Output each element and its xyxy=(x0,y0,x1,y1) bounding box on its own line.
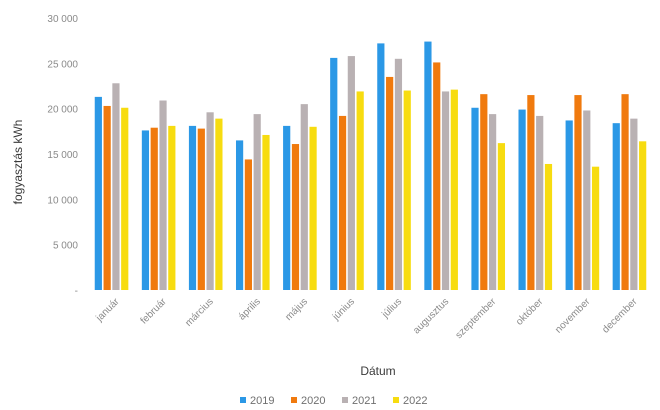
bar-2020-3 xyxy=(244,159,252,290)
y-tick-label: 15 000 xyxy=(47,150,78,161)
legend-swatch-2022 xyxy=(393,397,399,403)
bar-2021-1 xyxy=(159,100,167,290)
bar-2020-9 xyxy=(527,95,535,290)
bar-2022-11 xyxy=(639,141,647,290)
bar-2021-8 xyxy=(489,114,497,290)
x-tick-label: február xyxy=(139,296,170,327)
bar-2019-1 xyxy=(141,130,150,290)
bar-2019-6 xyxy=(377,43,385,290)
y-tick-label: 25 000 xyxy=(47,59,78,70)
bar-2022-7 xyxy=(450,89,458,290)
bar-2020-6 xyxy=(386,76,394,291)
bar-2022-4 xyxy=(309,126,317,290)
bar-2021-11 xyxy=(630,118,638,290)
x-tick-label: június xyxy=(330,296,357,323)
legend-label-2020: 2020 xyxy=(301,395,325,407)
x-tick-label: január xyxy=(94,296,123,325)
bar-2020-5 xyxy=(338,115,347,290)
bar-2022-2 xyxy=(215,118,223,290)
x-tick-label: december xyxy=(600,296,640,336)
bar-2021-10 xyxy=(583,110,591,290)
bar-2019-3 xyxy=(235,140,244,290)
legend-label-2019: 2019 xyxy=(250,395,274,407)
bar-2022-1 xyxy=(168,125,176,290)
bar-2020-0 xyxy=(103,105,111,290)
y-axis-title: fogyasztás kWh xyxy=(11,120,25,205)
bar-2021-7 xyxy=(441,91,450,290)
x-axis: január február március április május június jú… xyxy=(94,296,641,341)
bar-2020-4 xyxy=(291,144,300,290)
bar-2021-5 xyxy=(347,56,355,290)
bar-2019-11 xyxy=(612,123,620,290)
bar-2021-3 xyxy=(253,114,261,290)
x-tick-label: november xyxy=(553,296,593,336)
x-tick-label: március xyxy=(183,296,216,329)
bar-2020-10 xyxy=(574,95,582,290)
bar-2019-2 xyxy=(188,125,197,290)
legend-swatch-2021 xyxy=(342,397,348,403)
x-tick-label: augusztus xyxy=(411,296,451,336)
bar-2019-8 xyxy=(471,107,479,290)
x-axis-title: Dátum xyxy=(360,364,395,378)
y-tick-label: 10 000 xyxy=(47,195,78,206)
bar-2021-2 xyxy=(206,112,214,290)
bar-2022-10 xyxy=(591,166,600,290)
bar-2019-7 xyxy=(424,41,432,290)
x-tick-label: április xyxy=(237,296,263,322)
bar-2021-6 xyxy=(394,58,403,290)
bar-2019-5 xyxy=(330,57,338,290)
bar-2022-8 xyxy=(497,143,506,290)
x-tick-label: október xyxy=(514,296,546,328)
bar-2019-9 xyxy=(518,109,526,290)
x-tick-label: szeptember xyxy=(454,296,499,341)
legend-label-2021: 2021 xyxy=(352,395,376,407)
legend-label-2022: 2022 xyxy=(403,395,427,407)
x-tick-label: május xyxy=(283,296,310,323)
bar-2019-4 xyxy=(283,125,291,290)
bar-series-group xyxy=(94,41,647,291)
y-axis: - 5 000 10 000 15 000 20 000 25 000 30 000 xyxy=(47,14,78,297)
y-tick-label: 20 000 xyxy=(47,105,78,116)
bar-2019-10 xyxy=(565,120,573,290)
bar-2020-11 xyxy=(621,94,629,290)
bar-2021-9 xyxy=(536,115,544,290)
bar-2020-8 xyxy=(480,94,488,290)
bar-2021-4 xyxy=(300,104,308,290)
bar-2019-0 xyxy=(94,96,102,290)
bar-2022-6 xyxy=(403,90,411,290)
bar-2022-0 xyxy=(121,107,129,290)
bar-2021-0 xyxy=(112,83,120,290)
y-tick-label: 30 000 xyxy=(47,14,78,25)
y-tick-label: 5 000 xyxy=(53,241,78,252)
legend: 2019 2020 2021 2022 xyxy=(240,395,427,407)
bar-2020-7 xyxy=(433,62,441,291)
y-tick-label: - xyxy=(75,286,78,297)
bar-2020-1 xyxy=(150,127,158,291)
x-tick-label: július xyxy=(380,296,405,321)
bar-2022-9 xyxy=(544,163,553,290)
bar-2022-3 xyxy=(262,134,270,290)
bar-2020-2 xyxy=(197,128,205,290)
legend-swatch-2020 xyxy=(291,397,297,403)
bar-2022-5 xyxy=(356,91,364,290)
legend-swatch-2019 xyxy=(240,397,246,403)
